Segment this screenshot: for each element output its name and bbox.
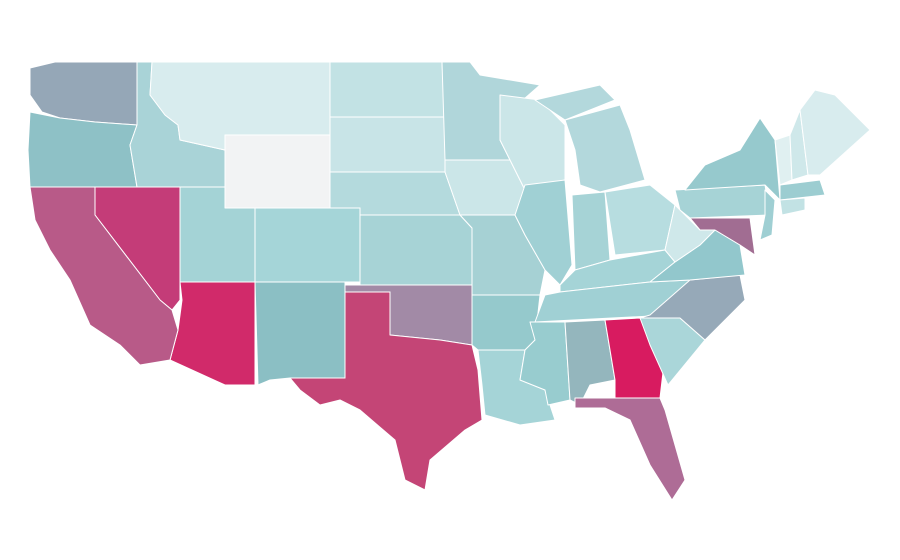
region xyxy=(779,197,806,216)
region xyxy=(254,281,346,386)
region xyxy=(29,186,179,366)
region xyxy=(444,159,526,216)
region xyxy=(799,89,871,176)
region xyxy=(329,116,446,173)
region xyxy=(779,179,826,201)
region xyxy=(254,207,361,283)
region xyxy=(289,291,483,491)
region xyxy=(224,134,331,209)
region xyxy=(689,217,756,256)
region xyxy=(169,281,256,386)
region xyxy=(329,61,446,118)
region xyxy=(604,184,676,256)
region xyxy=(514,179,573,286)
region xyxy=(359,214,473,286)
region xyxy=(571,191,611,271)
region xyxy=(684,117,781,201)
region xyxy=(574,397,686,501)
region xyxy=(759,189,776,241)
region xyxy=(534,84,646,193)
